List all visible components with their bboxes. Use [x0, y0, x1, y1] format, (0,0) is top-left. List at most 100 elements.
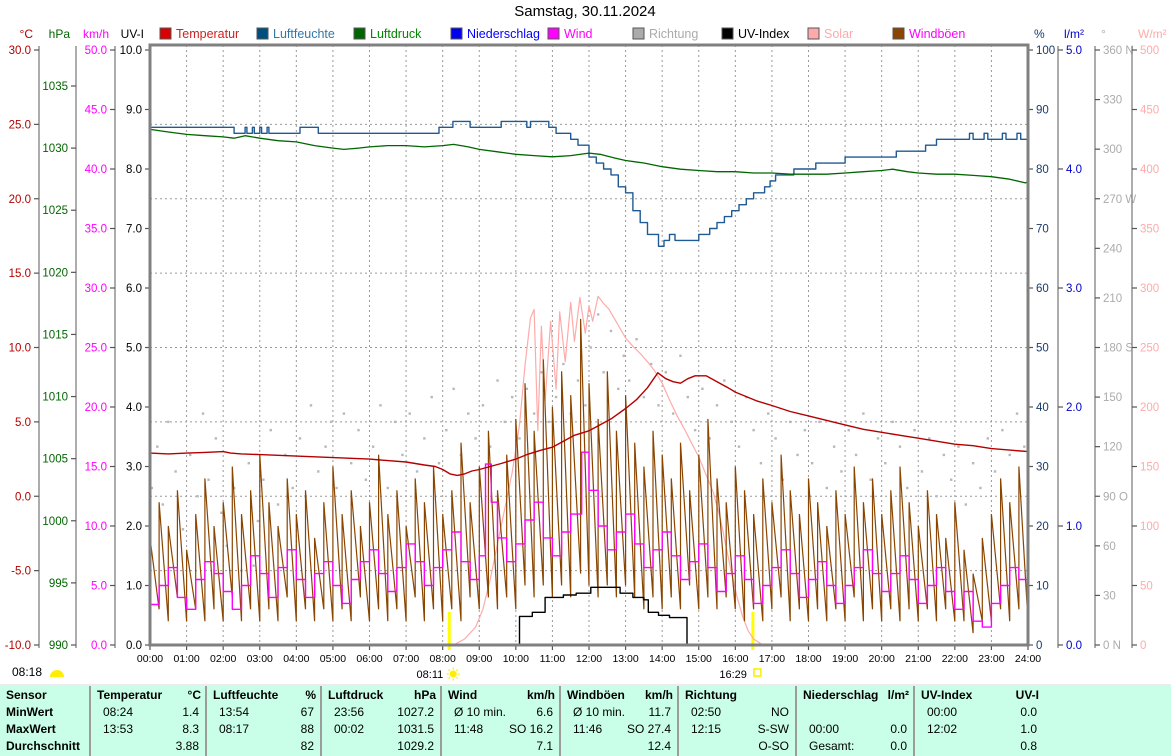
svg-text:6.0: 6.0: [126, 283, 142, 295]
cell-time: 00:00: [927, 705, 958, 719]
svg-text:09:00: 09:00: [466, 653, 492, 665]
column-name: Richtung: [685, 688, 737, 702]
cell-avg-label: [685, 738, 691, 755]
cell-avg-label: Gesamt:: [809, 739, 855, 753]
series-temperatur: [149, 372, 1029, 477]
svg-text:990: 990: [49, 640, 68, 652]
cell-value: SO 27.4: [626, 722, 671, 736]
page-title: Samstag, 30.11.2024: [514, 3, 656, 20]
cell-value: 1.4: [182, 705, 199, 719]
axis-unit-pres: hPa: [49, 27, 71, 41]
table-cell-max: 11:46 SO 27.4: [567, 721, 673, 738]
cell-value: 1.0: [1020, 722, 1037, 736]
table-cell-avg: 82: [213, 738, 316, 755]
svg-text:10.0: 10.0: [9, 343, 31, 355]
svg-text:60: 60: [1103, 541, 1116, 553]
cell-avg-label: [567, 738, 573, 755]
svg-text:Luftdruck: Luftdruck: [370, 27, 422, 41]
sunrise-time: 08:11: [417, 669, 444, 681]
cell-time: 13:53: [103, 722, 134, 736]
svg-text:-10.0: -10.0: [5, 640, 31, 652]
svg-text:240: 240: [1103, 243, 1122, 255]
cell-time: 12:02: [927, 722, 958, 736]
cell-time: [803, 704, 809, 721]
axis-unit-dir: °: [1101, 27, 1106, 41]
svg-text:5.0: 5.0: [91, 581, 107, 593]
cell-avg-value: 0.8: [1020, 739, 1037, 753]
svg-text:21:00: 21:00: [905, 653, 931, 665]
table-cell-avg: 1029.2: [328, 738, 436, 755]
svg-text:70: 70: [1036, 224, 1049, 236]
column-header: Luftfeuchte%: [213, 687, 316, 704]
cell-avg-value: O-SO: [758, 739, 789, 753]
svg-text:Luftfeuchte: Luftfeuchte: [273, 27, 335, 41]
cell-avg-value: 3.88: [175, 739, 199, 753]
series-luftdruck: [149, 128, 1029, 184]
table-cell-min: 08:24 1.4: [97, 704, 201, 721]
cell-avg-label: [328, 738, 334, 755]
series-solar: [453, 295, 765, 646]
svg-text:05:00: 05:00: [320, 653, 346, 665]
cell-avg-label: [213, 738, 219, 755]
table-column-wind: Wind km/h Ø 10 min. 6.6 11:48 SO 16.2 7.1: [440, 686, 559, 756]
svg-text:Niederschlag: Niederschlag: [467, 27, 540, 41]
svg-text:0: 0: [1036, 640, 1042, 652]
column-name: Windböen: [567, 688, 625, 702]
svg-text:0.0: 0.0: [15, 491, 31, 503]
x-axis: 00:00 01:00 02:00 03:00 04:00 05:00 06:00 07:00…: [137, 645, 1041, 665]
svg-text:10.0: 10.0: [120, 45, 142, 57]
series-luftfeuchte: [150, 120, 1028, 247]
svg-text:30.0: 30.0: [85, 283, 107, 295]
cell-avg-value: 1029.2: [397, 739, 434, 753]
svg-text:-5.0: -5.0: [11, 566, 31, 578]
svg-text:120: 120: [1103, 442, 1122, 454]
column-unit: UV-I: [1015, 688, 1039, 702]
svg-text:Windböen: Windböen: [909, 27, 965, 41]
svg-text:100: 100: [1036, 45, 1055, 57]
svg-text:0.0: 0.0: [91, 640, 107, 652]
legend-item-luftdruck: Luftdruck: [353, 27, 422, 41]
svg-text:250: 250: [1140, 343, 1159, 355]
svg-text:500: 500: [1140, 45, 1159, 57]
svg-text:40: 40: [1036, 402, 1049, 414]
column-unit: °C: [187, 688, 201, 702]
svg-text:14:00: 14:00: [649, 653, 675, 665]
corner-sun-time: 08:18: [12, 665, 42, 679]
cell-time: 02:50: [691, 705, 722, 719]
svg-text:7.0: 7.0: [126, 224, 142, 236]
cell-avg-label: [448, 738, 454, 755]
svg-text:10.0: 10.0: [85, 521, 107, 533]
svg-text:50: 50: [1036, 343, 1049, 355]
axis-unit-hum: %: [1034, 27, 1045, 41]
column-unit: l/m²: [887, 688, 909, 702]
svg-text:18:00: 18:00: [795, 653, 821, 665]
cell-avg-value: 7.1: [536, 739, 553, 753]
table-row-label: Durchschnitt: [6, 739, 81, 753]
svg-text:300: 300: [1103, 144, 1122, 156]
svg-text:45.0: 45.0: [85, 105, 107, 117]
table-cell-max: 00:00 0.0: [803, 721, 909, 738]
plot-border: [148, 43, 1030, 647]
svg-text:30: 30: [1036, 462, 1049, 474]
legend-item-windb-en: Windböen: [892, 27, 965, 41]
svg-text:12:00: 12:00: [576, 653, 602, 665]
svg-text:350: 350: [1140, 224, 1159, 236]
svg-text:30: 30: [1103, 590, 1116, 602]
svg-text:06:00: 06:00: [356, 653, 382, 665]
table-cell-max: 08:17 88: [213, 721, 316, 738]
svg-text:00:00: 00:00: [137, 653, 163, 665]
column-name: UV-Index: [921, 688, 973, 702]
cell-value: NO: [771, 705, 789, 719]
svg-text:22:00: 22:00: [942, 653, 968, 665]
table-cell-min: 02:50 NO: [685, 704, 791, 721]
svg-text:20: 20: [1036, 521, 1049, 533]
svg-text:10: 10: [1036, 581, 1049, 593]
svg-text:80: 80: [1036, 164, 1049, 176]
table-cell-avg: O-SO: [685, 738, 791, 755]
column-unit: km/h: [644, 688, 673, 702]
svg-text:2.0: 2.0: [1066, 402, 1082, 414]
svg-text:150: 150: [1140, 462, 1159, 474]
cell-avg-value: 12.4: [647, 739, 671, 753]
